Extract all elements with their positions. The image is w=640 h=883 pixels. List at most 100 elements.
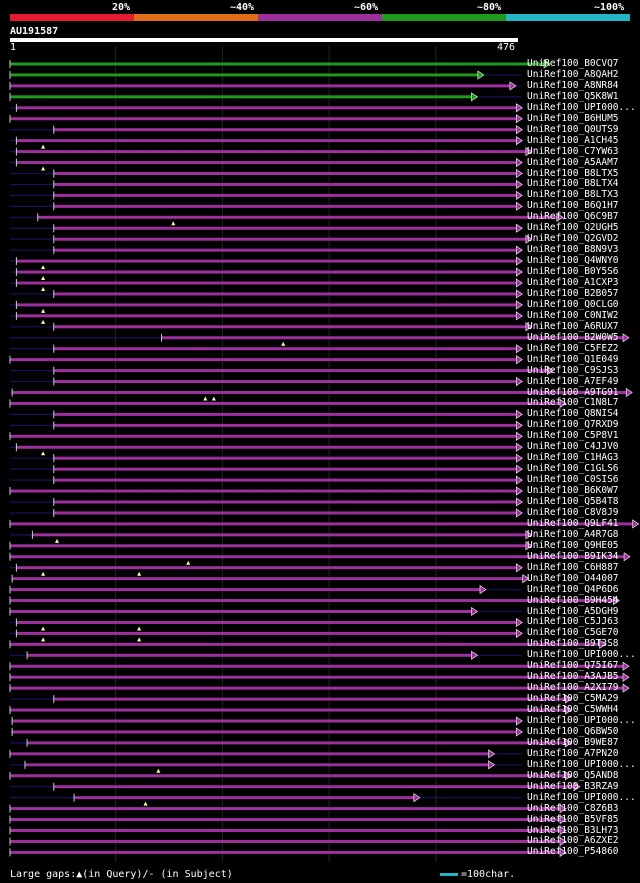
hit-end-arrow [515,114,523,124]
hit-name-link[interactable]: UniRef100_A4R7G8 [527,528,619,540]
hit-name-link[interactable]: UniRef100_Q4P6D6 [527,583,619,595]
hit-end-arrow [515,179,523,190]
legend-bin-cyan [506,14,630,21]
hit-name-link[interactable]: UniRef100_C5GE70 [527,627,619,639]
hit-name-link[interactable]: UniRef100_A7PN20 [527,747,619,759]
hit-name-link[interactable]: UniRef100_A9TG91 [527,386,619,398]
query-start-label: 1 [10,42,17,53]
hit-name-link[interactable]: UniRef100_UPI000... [527,791,636,803]
hit-end-arrow [515,223,523,233]
hit-name-link[interactable]: UniRef100_UPI000... [527,758,636,770]
hit-name-link[interactable]: UniRef100_B9WE87 [527,736,619,748]
hit-name-link[interactable]: UniRef100_A8NR84 [527,79,619,91]
hit-name-link[interactable]: UniRef100_UPI000... [527,715,636,726]
query-gap-marker [41,287,46,291]
hit-name-link[interactable]: UniRef100_UPI000... [527,649,636,661]
hit-name-link[interactable]: UniRef100_Q5B4T8 [527,496,619,507]
hit-name-link[interactable]: UniRef100_B8LTX4 [527,178,619,190]
hit-name-link[interactable]: UniRef100_A1CH45 [527,134,619,146]
hit-name-link[interactable]: UniRef100_Q9LF41 [527,517,619,529]
hit-name-link[interactable]: UniRef100_C1HAG3 [527,452,619,464]
hit-name-link[interactable]: UniRef100_Q8NIS4 [527,408,619,420]
hit-name-link[interactable]: UniRef100_Q5AND8 [527,769,619,781]
hit-name-link[interactable]: UniRef100_B8LTX3 [527,189,619,201]
scale-label: =100char. [461,869,516,880]
hit-name-link[interactable]: UniRef100_B0CVQ7 [527,58,619,69]
query-gap-marker [203,396,208,401]
hit-end-arrow [525,530,533,540]
hit-name-link[interactable]: UniRef100_A1CXP3 [527,277,619,288]
hit-name-link[interactable]: UniRef100_A2XI79 [527,682,619,694]
hit-end-arrow [488,760,496,770]
hit-name-link[interactable]: UniRef100_C5MA29 [527,693,619,705]
hit-name-link[interactable]: UniRef100_Q0CLG0 [527,298,619,310]
hit-name-link[interactable]: UniRef100_C6H887 [527,561,619,573]
hit-name-link[interactable]: UniRef100_A6RUX7 [527,320,619,332]
hit-name-link[interactable]: UniRef100_A3AJB5 [527,671,619,683]
hit-name-link[interactable]: UniRef100_Q75I67 [527,660,619,672]
hit-bar [10,434,517,438]
hit-name-link[interactable]: UniRef100_B5VF85 [527,813,619,825]
hit-name-link[interactable]: UniRef100_A5AAM7 [527,156,619,168]
hit-name-link[interactable]: UniRef100_Q5K8W1 [527,90,619,102]
hit-name-link[interactable]: UniRef100_C5WWH4 [527,704,619,716]
hit-name-link[interactable]: UniRef100_C5P8V1 [527,430,619,442]
hit-name-link[interactable]: UniRef100_Q9HE05 [527,539,619,551]
query-gap-marker [41,276,46,281]
hit-name-link[interactable]: UniRef100_B8LTX5 [527,167,619,179]
hit-name-link[interactable]: UniRef100_C5JJ63 [527,616,619,628]
hit-name-link[interactable]: UniRef100_C4JJV0 [527,441,619,453]
hit-name-link[interactable]: UniRef100_B6HUM5 [527,112,619,124]
hit-name-link[interactable]: UniRef100_B3RZA9 [527,780,619,792]
hit-name-link[interactable]: UniRef100_C1GLS6 [527,463,619,475]
query-gap-marker [54,538,59,543]
hit-name-link[interactable]: UniRef100_Q0UTS9 [527,123,619,135]
hit-name-link[interactable]: UniRef100_C1N8L7 [527,397,619,409]
hit-name-link[interactable]: UniRef100_B9T3S8 [527,638,619,650]
hit-name-link[interactable]: UniRef100_P54860 [527,846,619,858]
hit-name-link[interactable]: UniRef100_B6Q1H7 [527,200,619,212]
hit-name-link[interactable]: UniRef100_Q7RXD9 [527,419,619,431]
hit-name-link[interactable]: UniRef100_O44007 [527,572,619,584]
hit-name-link[interactable]: UniRef100_A6ZXE2 [527,835,619,847]
hit-end-arrow [515,464,523,474]
hit-name-link[interactable]: UniRef100_Q1E049 [527,353,619,365]
hit-name-link[interactable]: UniRef100_B9H454 [527,594,619,606]
hit-name-link[interactable]: UniRef100_Q2GVD2 [527,233,619,245]
hit-name-link[interactable]: UniRef100_Q4WNY0 [527,255,619,267]
hit-name-link[interactable]: UniRef100_Q6C9B7 [527,211,619,223]
hit-name-link[interactable]: UniRef100_B9IK34 [527,550,619,562]
hit-name-link[interactable]: UniRef100_A5DGH9 [527,605,619,617]
hit-end-arrow [543,59,551,69]
hit-end-arrow [515,103,523,113]
hit-name-link[interactable]: UniRef100_B2B057 [527,287,619,299]
hit-bar [12,577,523,581]
hit-name-link[interactable]: UniRef100_C8V8J9 [527,506,619,518]
query-gap-marker [281,341,286,346]
hit-name-link[interactable]: UniRef100_UPI000... [527,101,636,113]
hit-name-link[interactable]: UniRef100_C9SJS3 [527,364,619,376]
hit-bar [10,818,561,822]
hit-name-link[interactable]: UniRef100_B0Y5S6 [527,266,619,278]
hit-end-arrow [515,136,523,146]
hit-name-link[interactable]: UniRef100_C0SIS6 [527,474,619,486]
hit-name-link[interactable]: UniRef100_C5FEZ2 [527,342,619,354]
hit-bar [53,423,517,427]
hit-name-link[interactable]: UniRef100_B8N9V3 [527,244,619,256]
hit-name-link[interactable]: UniRef100_B2W0W5 [527,331,619,343]
hit-name-link[interactable]: UniRef100_Q2UGH5 [527,222,619,234]
hit-end-arrow [515,563,523,573]
hit-end-arrow [515,256,523,266]
hit-end-arrow [525,147,533,157]
hit-name-link[interactable]: UniRef100_Q6BW50 [527,725,619,737]
query-gap-marker [186,560,191,565]
hit-name-link[interactable]: UniRef100_C0NIW2 [527,309,619,321]
hit-name-link[interactable]: UniRef100_B3LH73 [527,824,619,836]
hit-name-link[interactable]: UniRef100_C8Z6B3 [527,802,619,814]
hit-name-link[interactable]: UniRef100_A8QAH2 [527,68,619,80]
hit-name-link[interactable]: UniRef100_C7YW63 [527,145,619,157]
query-gap-marker [211,396,216,401]
hit-name-link[interactable]: UniRef100_A7EF49 [527,375,619,387]
hit-name-link[interactable]: UniRef100_B6K0W7 [527,485,619,497]
